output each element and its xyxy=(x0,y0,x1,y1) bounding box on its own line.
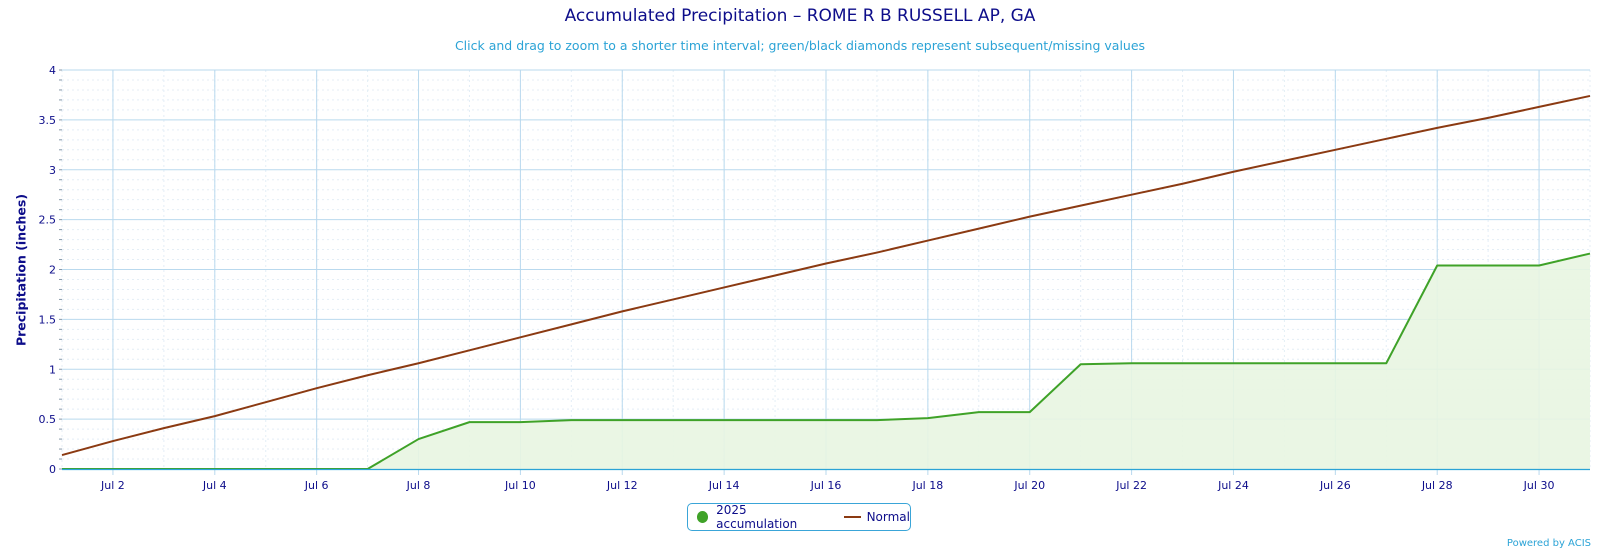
y-tick-label: 2 xyxy=(49,264,56,277)
x-tick-label: Jul 16 xyxy=(810,479,842,492)
legend-marker-normal xyxy=(843,516,861,518)
legend-item-normal[interactable]: Normal xyxy=(843,510,910,524)
axis-layer: 0 0.5 1 1.5 2 2.5 3 3.5 4 Jul 2 Jul 4 Jul 6 Jul 8 Jul… xyxy=(39,64,1590,492)
legend-marker-2025 xyxy=(697,511,709,523)
x-tick-label: Jul 4 xyxy=(202,479,227,492)
x-tick-label: Jul 14 xyxy=(708,479,740,492)
y-tick-label: 1.5 xyxy=(39,313,57,326)
y-tick-label: 2.5 xyxy=(39,214,57,227)
x-tick-label: Jul 22 xyxy=(1115,479,1147,492)
legend: 2025 accumulation Normal xyxy=(687,503,911,531)
x-tick-label: Jul 6 xyxy=(304,479,329,492)
x-tick-label: Jul 24 xyxy=(1217,479,1249,492)
x-tick-label: Jul 26 xyxy=(1319,479,1351,492)
x-tick-label: Jul 2 xyxy=(100,479,125,492)
series-normal-line xyxy=(61,94,1591,456)
y-tick-label: 1 xyxy=(49,363,56,376)
series-2025-area xyxy=(62,253,1590,469)
x-tick-label: Jul 10 xyxy=(504,479,536,492)
x-tick-label: Jul 8 xyxy=(406,479,431,492)
x-tick-label: Jul 12 xyxy=(606,479,638,492)
x-tick-label: Jul 30 xyxy=(1523,479,1555,492)
legend-label-normal: Normal xyxy=(866,510,910,524)
y-tick-label: 0.5 xyxy=(39,413,57,426)
y-tick-label: 3.5 xyxy=(39,114,57,127)
y-tick-label: 0 xyxy=(49,463,56,476)
x-tick-label: Jul 18 xyxy=(911,479,943,492)
chart-subtitle: Click and drag to zoom to a shorter time… xyxy=(454,38,1146,53)
x-tick-label: Jul 28 xyxy=(1421,479,1453,492)
y-tick-label: 4 xyxy=(49,64,56,77)
y-tick-label: 3 xyxy=(49,164,56,177)
x-tick-label: Jul 20 xyxy=(1013,479,1045,492)
legend-item-2025-accumulation[interactable]: 2025 accumulation xyxy=(697,503,824,531)
legend-label-2025: 2025 accumulation xyxy=(716,503,798,531)
credits-link[interactable]: Powered by ACIS xyxy=(1506,538,1591,549)
chart-title: Accumulated Precipitation – ROME R B RUS… xyxy=(564,6,1036,26)
